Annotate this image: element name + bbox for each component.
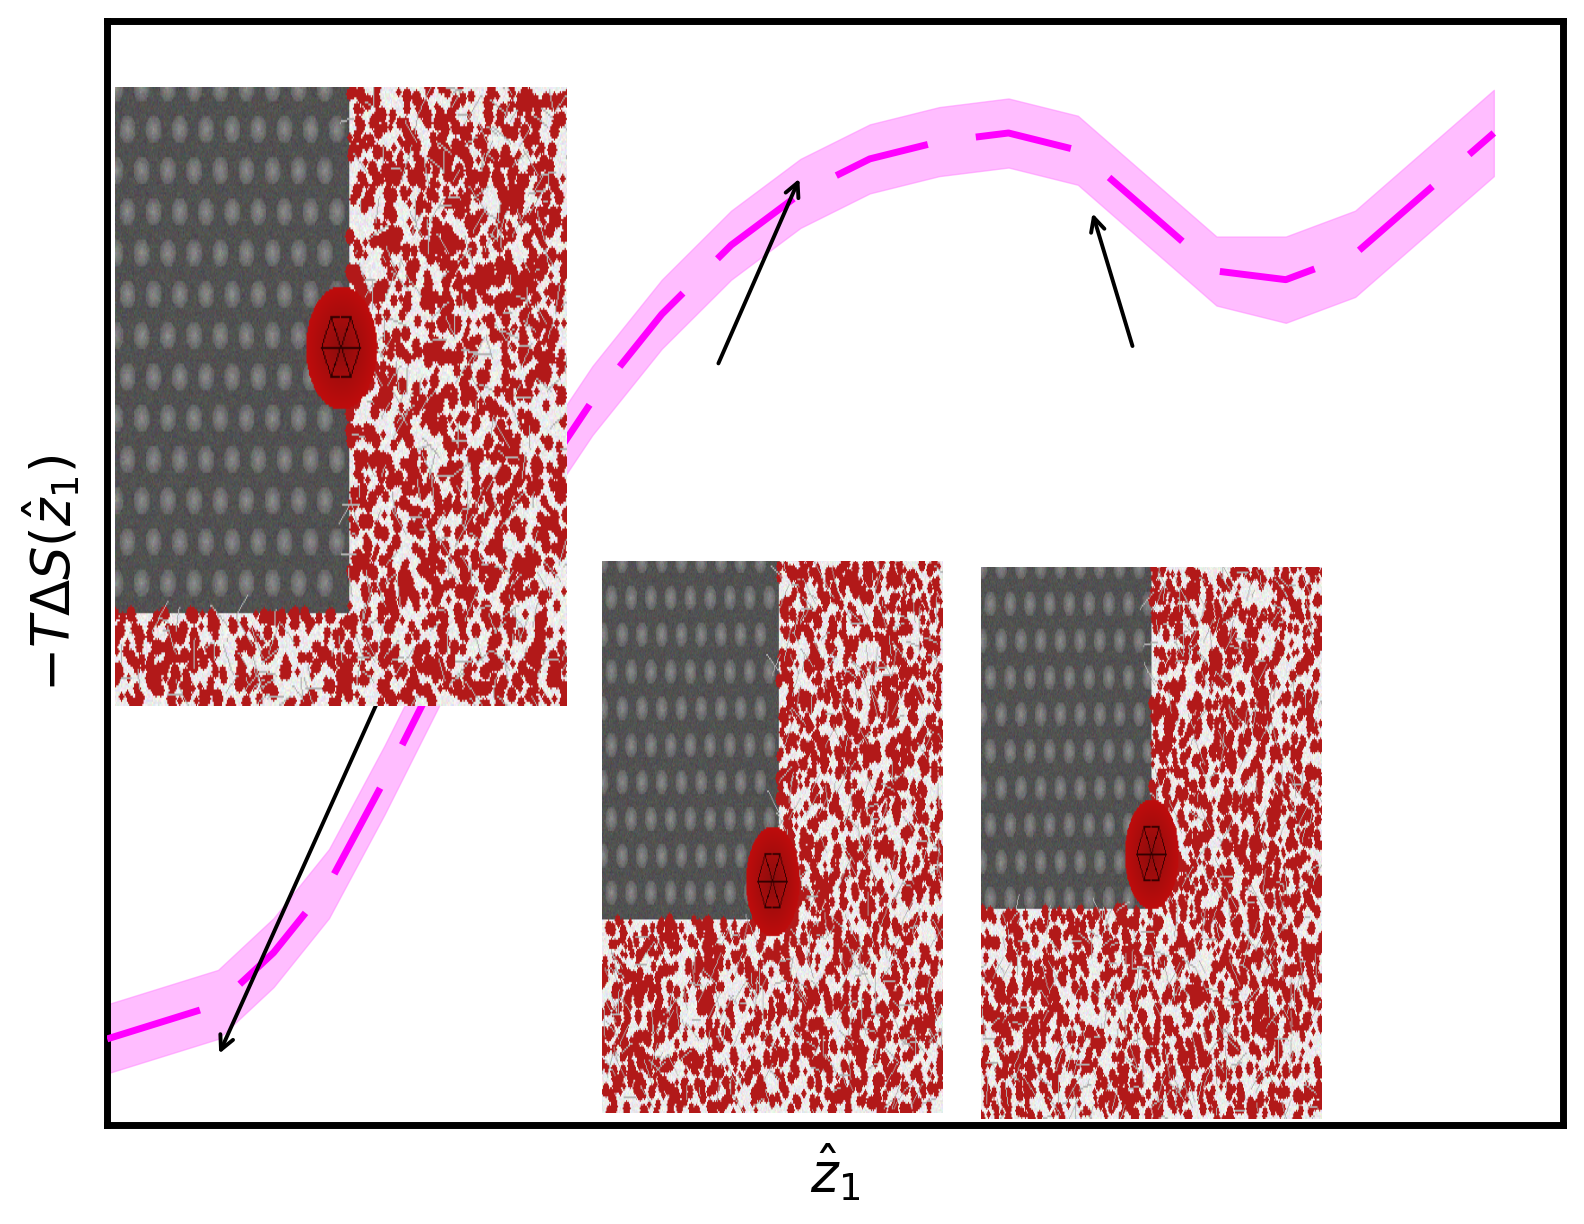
X-axis label: $\hat{z}_1$: $\hat{z}_1$ [809, 1142, 860, 1203]
Y-axis label: $-T\Delta S(\hat{z}_1)$: $-T\Delta S(\hat{z}_1)$ [21, 454, 82, 692]
